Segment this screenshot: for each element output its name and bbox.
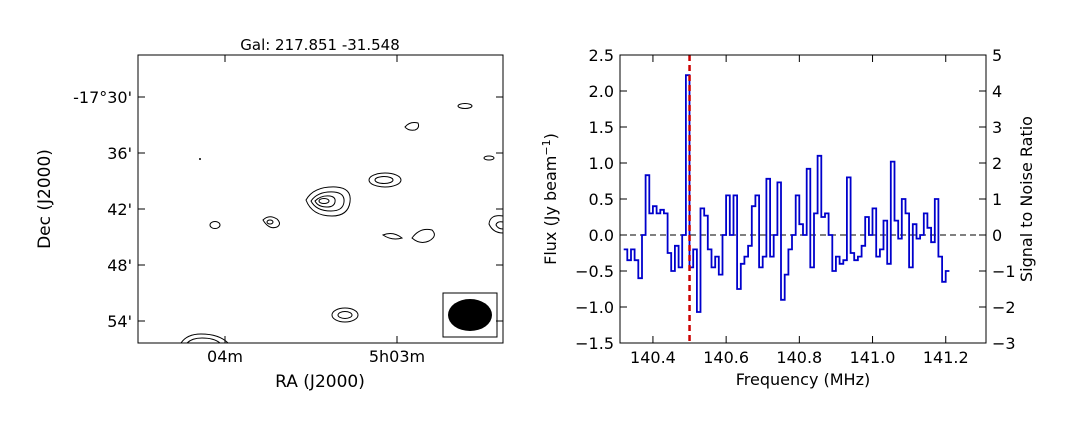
contour-ellipse: [318, 198, 330, 204]
contour-ellipse: [495, 221, 504, 230]
y2-tick-label: 3: [992, 118, 1002, 137]
spectrum-y2-axis-label: Signal to Noise Ratio: [1017, 116, 1036, 282]
contour-ellipse: [404, 122, 420, 131]
y-tick-label: 1.0: [589, 154, 614, 173]
y-tick-label: 2.0: [589, 82, 614, 101]
x-tick-label: 141.2: [923, 348, 969, 367]
y2-tick-label: 5: [992, 46, 1002, 65]
spectrum-y-axis-label: Flux (Jy beam−1): [540, 133, 560, 265]
contour-ellipse: [262, 216, 280, 229]
y-axis-label-superscript: −1: [540, 139, 553, 155]
map-ticks: [138, 55, 503, 343]
spectrum-x-axis-label: Frequency (MHz): [736, 370, 870, 389]
x-tick-label: 140.8: [776, 348, 822, 367]
contour-ellipse: [374, 176, 394, 184]
y-tick-label: 42': [107, 200, 132, 219]
x-tick-label: 140.6: [703, 348, 749, 367]
map-y-axis-label: Dec (J2000): [35, 149, 55, 249]
y-axis-label-main: Flux (Jy beam: [541, 156, 560, 265]
contour-ellipse: [180, 333, 229, 344]
contour-ellipse: [186, 337, 221, 344]
contour-ellipse: [457, 103, 473, 109]
x-tick-label: 04m: [207, 347, 243, 366]
y2-tick-label: 4: [992, 82, 1002, 101]
spectrum-y2-ticklabels: −3 −2 −1 0 1 2 3 4 5: [992, 46, 1016, 353]
contour-ellipse: [314, 195, 336, 208]
y-tick-label: 2.5: [589, 46, 614, 65]
map-x-ticklabels: 04m 5h03m: [207, 347, 425, 366]
y-tick-label: 48': [107, 256, 132, 275]
y2-tick-label: 2: [992, 154, 1002, 173]
y-tick-label: -17°30': [73, 88, 132, 107]
contour-ellipse: [411, 228, 435, 243]
y2-tick-label: 1: [992, 190, 1002, 209]
y2-tick-label: 0: [992, 226, 1002, 245]
contour-ellipse: [310, 191, 345, 212]
beam-ellipse: [448, 299, 492, 331]
contour-ellipse: [331, 307, 359, 323]
y2-tick-label: −3: [992, 334, 1016, 353]
y-tick-label: 0.5: [589, 190, 614, 209]
spectrum-panel: 140.4 140.6 140.8 141.0 141.2 −1.5−1.0−0.50.…: [540, 46, 1036, 389]
contour-ellipse: [483, 155, 495, 161]
y-tick-label: −0.5: [575, 262, 614, 281]
contour-ellipse: [305, 186, 351, 217]
spectrum-line: [623, 74, 950, 313]
map-y-ticklabels: -17°30' 36' 42' 48' 54': [73, 88, 132, 331]
contour-ellipse: [337, 311, 353, 319]
x-tick-label: 141.0: [850, 348, 896, 367]
contour-ellipse: [209, 221, 221, 229]
contour-ellipse: [368, 172, 402, 188]
x-tick-label: 140.4: [630, 348, 676, 367]
x-tick-label: 5h03m: [369, 347, 425, 366]
y-tick-label: −1.0: [575, 298, 614, 317]
contour-ellipse: [488, 215, 504, 234]
map-panel: Gal: 217.851 -31.548: [35, 36, 504, 392]
y-tick-label: 1.5: [589, 118, 614, 137]
spectrum-ticks: [620, 54, 986, 344]
y2-tick-label: −2: [992, 298, 1016, 317]
spectrum-frame: [619, 54, 987, 344]
spectrum-x-ticklabels: 140.4 140.6 140.8 141.0 141.2: [630, 348, 969, 367]
map-contours: [180, 103, 504, 344]
map-frame: [137, 54, 504, 344]
map-x-axis-label: RA (J2000): [275, 372, 365, 392]
contour-ellipse: [266, 219, 274, 225]
y-tick-label: 0.0: [589, 226, 614, 245]
map-title: Gal: 217.851 -31.548: [240, 36, 400, 54]
y-axis-label-close: ): [541, 133, 560, 139]
y-tick-label: 36': [107, 144, 132, 163]
beam-box: [442, 292, 498, 338]
y-tick-label: −1.5: [575, 334, 614, 353]
y-tick-label: 54': [107, 312, 132, 331]
spectrum-y-ticklabels: −1.5 −1.0 −0.5 0.0 0.5 1.0 1.5 2.0 2.5: [575, 46, 614, 353]
y2-tick-label: −1: [992, 262, 1016, 281]
contour-dot: [199, 158, 201, 160]
contour-ellipse: [381, 233, 404, 240]
